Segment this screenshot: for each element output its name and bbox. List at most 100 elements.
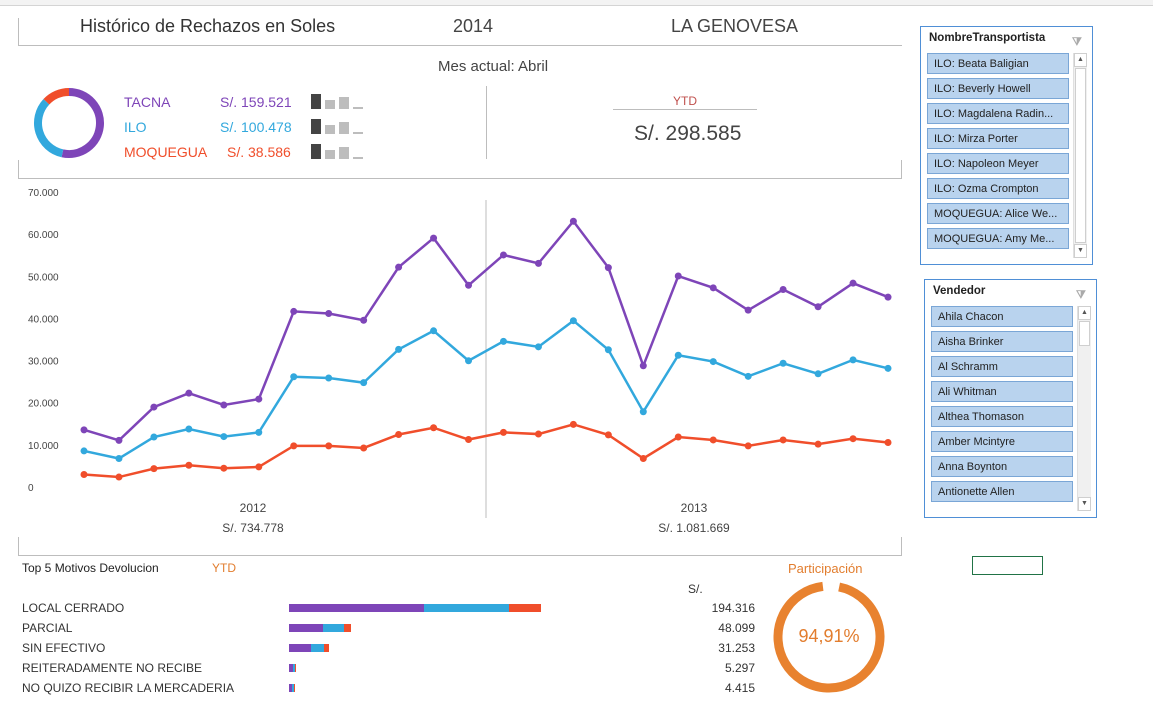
slicer-transportista-item[interactable]: MOQUEGUA: Alice We... (927, 203, 1069, 224)
data-point-moquegua (255, 463, 263, 471)
data-point-moquegua (185, 461, 193, 469)
slicer-vendedor-item[interactable]: Amber Mcintyre (931, 431, 1073, 452)
data-point-tacna (499, 251, 507, 259)
data-point-moquegua (115, 473, 123, 481)
sparkline-bar (325, 125, 335, 134)
data-point-ilo (744, 372, 752, 380)
motivo-bar-segment (508, 604, 541, 612)
slicer-vendedor: Vendedor ⧩ Ahila Chacon Aisha Brinker Al S… (924, 279, 1097, 518)
series-line-moquegua (83, 423, 889, 479)
slicer-vendedor-item[interactable]: Althea Thomason (931, 406, 1073, 427)
data-point-moquegua (604, 431, 612, 439)
motivo-bar-segment (311, 644, 325, 652)
motivo-value: 31.253 (718, 641, 755, 655)
slicer-transportista-item[interactable]: ILO: Mirza Porter (927, 128, 1069, 149)
motivo-label: REITERADAMENTE NO RECIBE (22, 661, 203, 675)
slicer-transportista-scrollbar[interactable]: ▲ ▼ (1073, 53, 1087, 258)
scroll-down-icon[interactable]: ▼ (1078, 497, 1091, 511)
data-point-moquegua (674, 433, 682, 441)
scroll-up-icon[interactable]: ▲ (1078, 306, 1091, 320)
slicer-vendedor-item[interactable]: Al Schramm (931, 356, 1073, 377)
sparkline-bar (311, 119, 321, 134)
donut-slice-moquegua (43, 88, 70, 105)
data-point-tacna (534, 259, 542, 267)
chart-right-edge (901, 537, 902, 555)
slicer-transportista-item[interactable]: ILO: Magdalena Radin... (927, 103, 1069, 124)
motivo-bar-segment (289, 604, 425, 612)
sparkline-bar (339, 122, 349, 134)
slicer-transportista-item[interactable]: ILO: Beata Baligian (927, 53, 1069, 74)
selected-cell[interactable] (972, 556, 1043, 575)
data-point-ilo (674, 351, 682, 359)
x-year-total: S/. 734.778 (222, 521, 284, 535)
motivo-value: 5.297 (724, 661, 755, 675)
data-point-moquegua (150, 465, 158, 473)
data-point-moquegua (814, 440, 822, 448)
slicer-vendedor-item[interactable]: Ali Whitman (931, 381, 1073, 402)
y-tick-label: 60.000 (28, 230, 59, 241)
motivo-value: 48.099 (718, 621, 755, 635)
slicer-vendedor-scrollbar[interactable]: ▲ ▼ (1077, 306, 1091, 511)
scroll-thumb[interactable] (1075, 68, 1086, 243)
slicer-transportista-item[interactable]: MOQUEGUA: Amy Me... (927, 228, 1069, 249)
data-point-ilo (290, 373, 298, 381)
participacion-value: 94,91% (798, 626, 860, 646)
scroll-up-icon[interactable]: ▲ (1074, 53, 1087, 67)
motivo-bar-segment (289, 664, 293, 672)
data-point-moquegua (499, 428, 507, 436)
slicer-vendedor-item[interactable]: Aisha Brinker (931, 331, 1073, 352)
sparkline-bar (339, 97, 349, 109)
region-value: S/. 38.586 (227, 144, 291, 160)
data-point-moquegua (849, 435, 857, 443)
data-point-tacna (255, 395, 263, 403)
header-divider (18, 45, 902, 46)
scroll-down-icon[interactable]: ▼ (1074, 244, 1087, 258)
slicer-transportista-item[interactable]: ILO: Ozma Crompton (927, 178, 1069, 199)
sparkline-bar (325, 150, 335, 159)
region-value: S/. 159.521 (220, 94, 292, 110)
motivo-label: SIN EFECTIVO (22, 641, 106, 655)
slicer-transportista-item[interactable]: ILO: Beverly Howell (927, 78, 1069, 99)
sparkline-bar (311, 94, 321, 109)
data-point-ilo (150, 433, 158, 441)
data-point-ilo (604, 346, 612, 354)
sparkline-bar (311, 144, 321, 159)
slicer-vendedor-item[interactable]: Anna Boynton (931, 456, 1073, 477)
data-point-tacna (115, 436, 123, 444)
slicer-vendedor-title: Vendedor (933, 285, 986, 297)
data-point-tacna (220, 401, 228, 409)
data-point-moquegua (569, 420, 577, 428)
data-point-ilo (430, 327, 438, 335)
motivo-value: 4.415 (724, 681, 755, 695)
y-tick-label: 0 (28, 483, 34, 494)
slicer-vendedor-item[interactable]: Antionette Allen (931, 481, 1073, 502)
slicer-transportista-title: NombreTransportista (929, 32, 1046, 44)
data-point-tacna (185, 389, 193, 397)
region-name: TACNA (124, 94, 171, 110)
motivo-bar-segment (343, 624, 352, 632)
x-year-label: 2012 (240, 501, 267, 515)
scroll-thumb[interactable] (1079, 321, 1090, 346)
report-title: Histórico de Rechazos en Soles (80, 16, 336, 36)
clear-filter-icon[interactable]: ⧩ (1072, 36, 1082, 48)
kpi-divider (486, 86, 487, 159)
header-left-edge (18, 18, 19, 45)
data-point-tacna (325, 310, 333, 318)
motivo-bar-segment (294, 664, 297, 672)
slicer-vendedor-item[interactable]: Ahila Chacon (931, 306, 1073, 327)
region-donut-chart (34, 88, 104, 158)
clear-filter-icon[interactable]: ⧩ (1076, 289, 1086, 301)
top5-title: Top 5 Motivos Devolucion (22, 561, 159, 575)
y-tick-label: 10.000 (28, 441, 59, 452)
data-point-tacna (569, 217, 577, 225)
data-point-moquegua (430, 424, 438, 432)
company-name: LA GENOVESA (671, 16, 799, 36)
window-top-strip (0, 0, 1153, 6)
chart-left-edge (18, 537, 19, 555)
region-value: S/. 100.478 (220, 119, 292, 135)
x-year-total: S/. 1.081.669 (658, 521, 730, 535)
x-year-label: 2013 (681, 501, 708, 515)
motivo-bar-segment (293, 684, 296, 692)
slicer-transportista-item[interactable]: ILO: Napoleon Meyer (927, 153, 1069, 174)
participacion-donut (773, 581, 885, 693)
